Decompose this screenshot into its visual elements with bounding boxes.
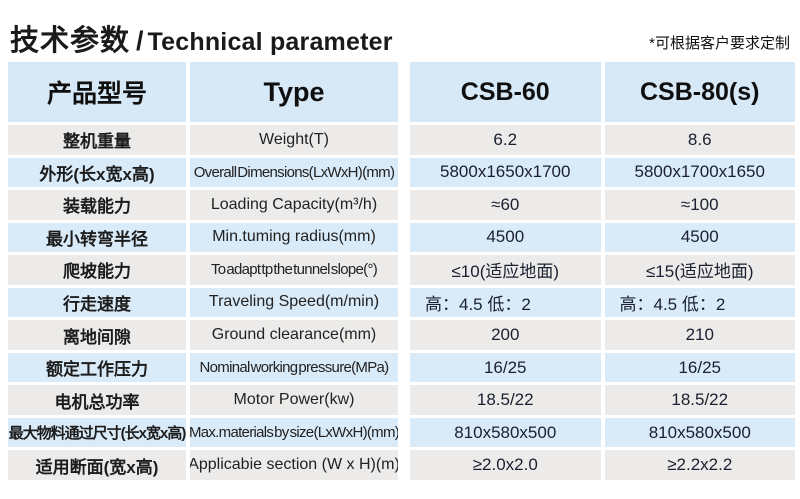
row-label-en: Applicabie section (W x H)(m)	[190, 450, 398, 480]
value-csb80: 4500	[604, 222, 795, 253]
row-label-cn: 整机重量	[8, 125, 186, 155]
row-label-cn: 最大物料通过尺寸(长x宽x高)	[8, 417, 186, 448]
row-label-cn: 外形(长x宽x高)	[8, 157, 186, 188]
model-value-table: CSB-60 CSB-80(s) 6.2 8.6 5800x1650x1700 …	[410, 62, 795, 480]
value-csb80: 210	[604, 320, 795, 350]
page-header: 技术参数 / Technical parameter *可根据客户要求定制	[0, 0, 800, 56]
value-csb80: 16/25	[604, 352, 795, 383]
value-csb80: ≈100	[604, 190, 795, 220]
value-csb80: ≤15(适应地面)	[604, 255, 795, 285]
row-label-en: Weight(T)	[190, 125, 398, 155]
col-header-csb80: CSB-80(s)	[604, 62, 795, 122]
row-label-en: Ground clearance(mm)	[190, 320, 398, 350]
parameter-label-table: 产品型号 Type 整机重量 Weight(T) 外形(长x宽x高) Overa…	[8, 62, 398, 480]
value-csb80: 8.6	[604, 125, 795, 155]
value-csb80: 高：4.5 低：2	[604, 287, 795, 318]
row-label-en: Nominal working pressure(MPa)	[190, 352, 398, 383]
value-csb60: 18.5/22	[410, 385, 601, 415]
value-csb60: 6.2	[410, 125, 601, 155]
row-label-cn: 爬坡能力	[8, 255, 186, 285]
col-header-csb60: CSB-60	[410, 62, 601, 122]
value-csb80: ≥2.2x2.2	[604, 450, 795, 480]
value-csb80: 810x580x500	[604, 417, 795, 448]
value-csb60: 16/25	[410, 352, 601, 383]
value-csb80: 5800x1700x1650	[604, 157, 795, 188]
technical-parameter-table: 产品型号 Type 整机重量 Weight(T) 外形(长x宽x高) Overa…	[8, 62, 795, 480]
value-csb60: ≈60	[410, 190, 601, 220]
col-header-type: Type	[190, 62, 398, 122]
row-label-en: Traveling Speed(m/min)	[190, 287, 398, 318]
row-label-en: Loading Capacity(m³/h)	[190, 190, 398, 220]
value-csb60: 810x580x500	[410, 417, 601, 448]
row-label-en: Min.tuming radius(mm)	[190, 222, 398, 253]
row-label-cn: 适用断面(宽x高)	[8, 450, 186, 480]
row-label-cn: 额定工作压力	[8, 352, 186, 383]
value-csb60: ≤10(适应地面)	[410, 255, 601, 285]
row-label-en: Motor Power(kw)	[190, 385, 398, 415]
page-title-chinese: 技术参数	[10, 25, 131, 57]
page-title: 技术参数 / Technical parameter	[10, 23, 393, 56]
row-label-cn: 离地间隙	[8, 320, 186, 350]
value-csb60: 200	[410, 320, 601, 350]
row-label-cn: 行走速度	[8, 287, 186, 318]
value-csb60: 5800x1650x1700	[410, 157, 601, 188]
value-csb60: 4500	[410, 222, 601, 253]
row-label-en: Overall Dimensions(LxWxH)(mm)	[190, 157, 398, 188]
row-label-cn: 电机总功率	[8, 385, 186, 415]
col-header-product-model: 产品型号	[8, 62, 186, 122]
row-label-cn: 装载能力	[8, 190, 186, 220]
value-csb60: 高：4.5 低：2	[410, 287, 601, 318]
row-label-en: Max.materials by size(LxWxH)(mm)	[190, 417, 398, 448]
page-title-english: Technical parameter	[147, 28, 393, 56]
value-csb60: ≥2.0x2.0	[410, 450, 601, 480]
value-csb80: 18.5/22	[604, 385, 795, 415]
row-label-en: To adapt tp the tunnel slope(°)	[190, 255, 398, 285]
customization-note: *可根据客户要求定制	[649, 35, 790, 52]
row-label-cn: 最小转弯半径	[8, 222, 186, 253]
title-separator: /	[136, 26, 144, 56]
